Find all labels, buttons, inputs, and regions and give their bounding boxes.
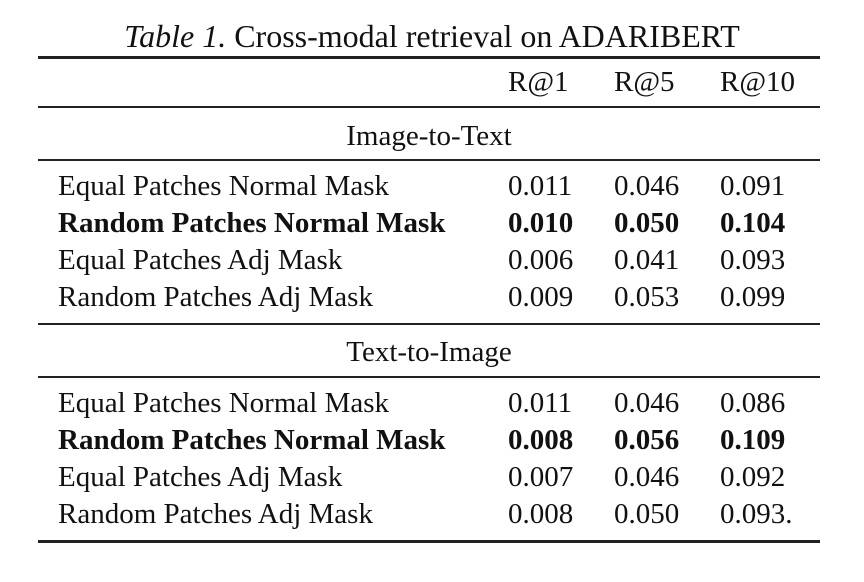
row-r5: 0.041 [614,244,680,276]
row-r5: 0.046 [614,387,680,419]
table-caption: Table 1. Cross-modal retrieval on ADARIB… [0,16,864,56]
row-r5: 0.050 [614,498,680,530]
row-r10: 0.093 [720,244,786,276]
row-name: Equal Patches Normal Mask [58,387,390,419]
row-r1: 0.008 [508,498,574,530]
table-caption-label: Table 1. [124,18,227,54]
column-header-r5: R@5 [614,66,675,98]
bottom-rule [38,540,820,543]
column-header-r10: R@10 [720,66,796,98]
row-r10: 0.093. [720,498,793,530]
column-header-r1: R@1 [508,66,569,98]
row-name: Random Patches Normal Mask [58,424,446,456]
header-rule [38,106,820,108]
row-r5: 0.050 [614,207,680,239]
row-r1: 0.006 [508,244,574,276]
section-title-text-to-image: Text-to-Image [346,336,512,368]
section-rule [38,159,820,161]
row-name: Equal Patches Normal Mask [58,170,390,202]
row-name: Random Patches Adj Mask [58,498,373,530]
row-r10: 0.086 [720,387,786,419]
row-r1: 0.011 [508,387,573,419]
row-r5: 0.046 [614,170,680,202]
row-name: Equal Patches Adj Mask [58,461,343,493]
section-title-image-to-text: Image-to-Text [346,120,512,152]
row-r10: 0.092 [720,461,786,493]
row-r1: 0.010 [508,207,574,239]
row-r10: 0.104 [720,207,786,239]
row-name: Equal Patches Adj Mask [58,244,343,276]
row-r5: 0.056 [614,424,680,456]
table-caption-text: Cross-modal retrieval on ADARIBERT [234,18,740,54]
row-r1: 0.009 [508,281,574,313]
row-r1: 0.008 [508,424,574,456]
row-r5: 0.053 [614,281,680,313]
section-rule [38,376,820,378]
row-name: Random Patches Adj Mask [58,281,373,313]
row-r10: 0.099 [720,281,786,313]
row-r1: 0.011 [508,170,573,202]
top-rule [38,56,820,59]
row-name: Random Patches Normal Mask [58,207,446,239]
midrule [38,323,820,325]
row-r5: 0.046 [614,461,680,493]
row-r10: 0.091 [720,170,786,202]
row-r1: 0.007 [508,461,574,493]
row-r10: 0.109 [720,424,786,456]
